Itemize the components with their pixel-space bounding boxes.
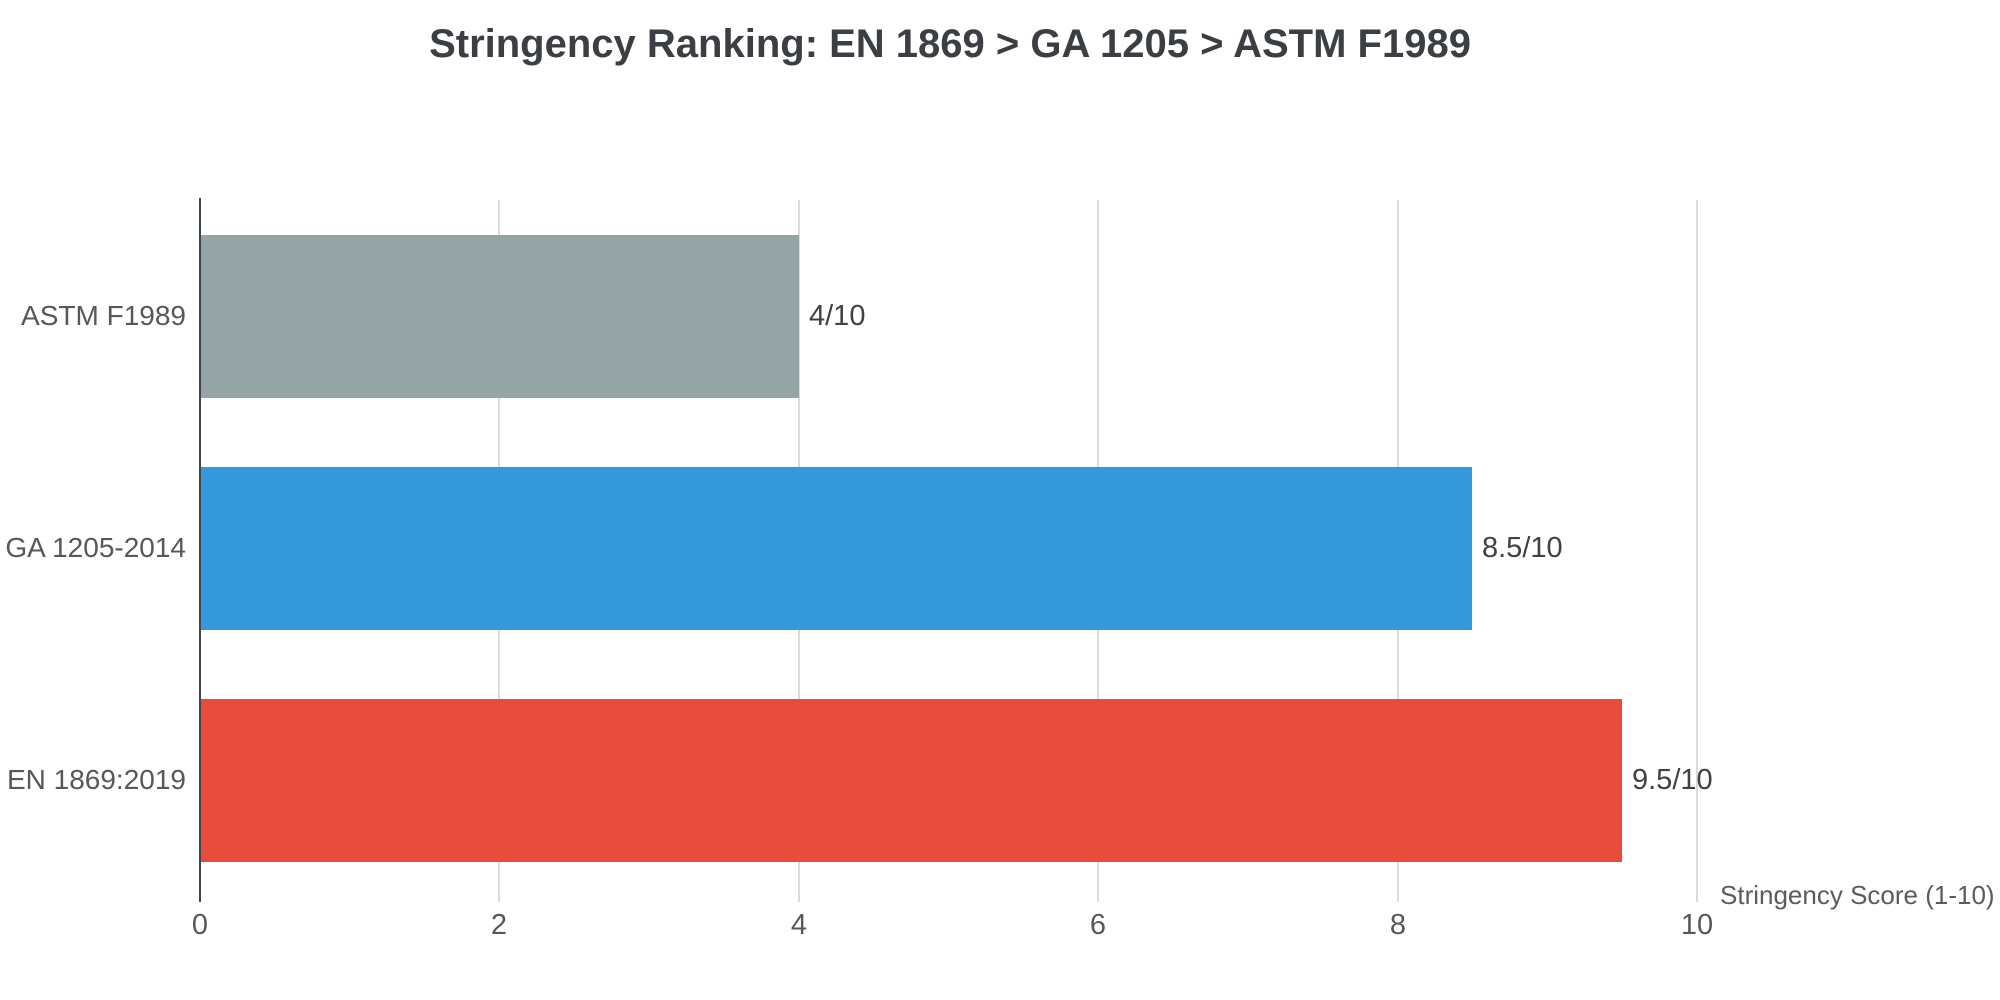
category-label-ga-1205-2014: GA 1205-2014: [5, 532, 186, 563]
x-tick-label-8: 8: [1389, 909, 1407, 941]
bar-ga-1205-2014: [200, 467, 1472, 630]
category-axis-line: [199, 198, 201, 902]
gridline-x-10: [1696, 200, 1698, 902]
value-label-ga-1205-2014: 8.5/10: [1482, 532, 1563, 564]
x-tick-label-6: 6: [1089, 909, 1107, 941]
x-tick-label-2: 2: [490, 909, 508, 941]
bar-en-1869-2019: [200, 699, 1622, 862]
value-label-en-1869-2019: 9.5/10: [1632, 764, 1713, 796]
category-label-en-1869-2019: EN 1869:2019: [6, 764, 186, 795]
category-label-astm-f1989: ASTM F1989: [21, 300, 186, 331]
x-tick-label-10: 10: [1680, 909, 1714, 941]
x-tick-label-4: 4: [790, 909, 808, 941]
x-axis-title: Stringency Score (1-10): [1720, 880, 1995, 910]
value-label-astm-f1989: 4/10: [809, 300, 866, 332]
x-tick-label-0: 0: [191, 909, 209, 941]
chart-title: Stringency Ranking: EN 1869 > GA 1205 > …: [429, 22, 1471, 66]
bar-astm-f1989: [200, 235, 799, 398]
